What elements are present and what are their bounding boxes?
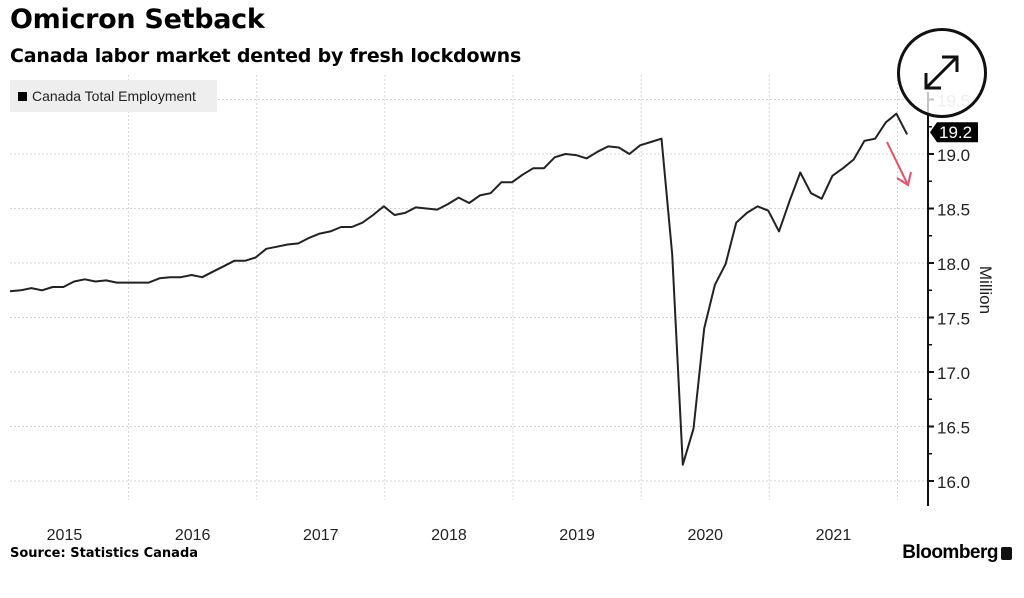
legend-swatch [18, 91, 27, 101]
legend-label: Canada Total Employment [32, 88, 196, 104]
y-tick-label: 16.5 [937, 419, 970, 438]
annotation-arrowhead [896, 171, 912, 187]
annotation-arrow [886, 141, 908, 184]
chart-title: Omicron Setback [10, 4, 265, 35]
last-value-label: 19.2 [939, 123, 972, 142]
last-value-badge [930, 122, 978, 143]
source-note: Source: Statistics Canada [10, 546, 199, 561]
chart-subtitle: Canada labor market dented by fresh lock… [10, 45, 522, 67]
y-tick-label: 19.0 [937, 146, 970, 165]
x-tick-label: 2020 [687, 527, 723, 544]
legend: Canada Total Employment [10, 80, 217, 112]
y-tick-label: 16.0 [937, 473, 970, 492]
y-tick-label: 18.5 [937, 201, 970, 220]
bloomberg-icon [1001, 547, 1012, 560]
x-tick-label: 2015 [47, 527, 83, 544]
x-tick-label: 2018 [431, 527, 467, 544]
x-tick-label: 2021 [816, 527, 852, 544]
x-tick-label: 2016 [175, 527, 211, 544]
y-tick-label: 17.5 [937, 310, 970, 329]
x-tick-label: 2017 [303, 527, 339, 544]
expand-icon [924, 55, 959, 90]
y-axis-label: Million [976, 266, 995, 314]
brand-logo: Bloomberg [902, 542, 998, 563]
series-line-employment [9, 112, 908, 466]
x-tick-label: 2019 [559, 527, 595, 544]
y-tick-label: 17.0 [937, 364, 970, 383]
expand-button[interactable] [897, 28, 987, 118]
y-tick-label: 18.0 [937, 255, 970, 274]
